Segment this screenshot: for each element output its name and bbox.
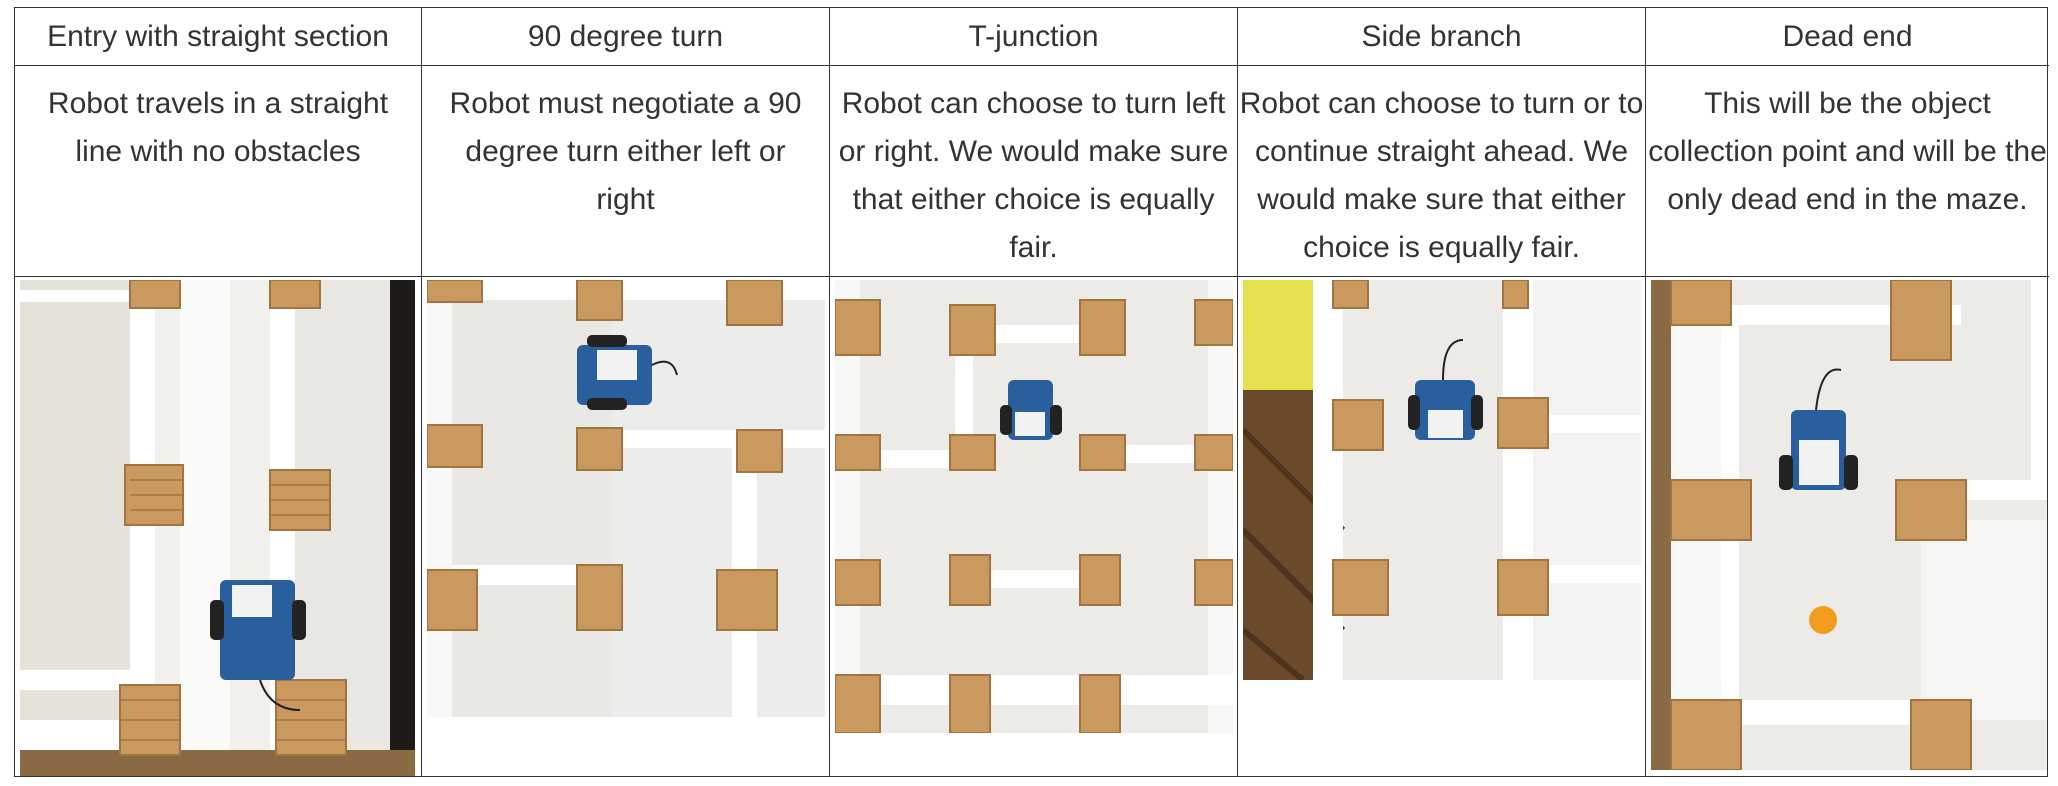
description-cell: Robot must negotiate a 90 degree turn ei… (422, 66, 829, 277)
maze-photo-straight (20, 280, 415, 776)
photo-side-branch-image (1243, 280, 1641, 680)
description-cell: Robot travels in a straight line with no… (15, 66, 421, 277)
column-entry-straight: Entry with straight section Robot travel… (15, 8, 421, 776)
header-cell: Dead end (1646, 8, 2049, 66)
header-cell: Side branch (1238, 8, 1645, 66)
column-t-junction: T-junction Robot can choose to turn left… (829, 8, 1237, 776)
photo-t-junction-image (835, 280, 1233, 733)
maze-photo-90-turn (427, 280, 825, 717)
header-cell: Entry with straight section (15, 8, 421, 66)
photo-dead-end-image (1651, 280, 2047, 770)
description-cell: Robot can choose to turn or to continue … (1238, 66, 1645, 277)
photo-straight-image (20, 280, 415, 776)
column-90-degree-turn: 90 degree turn Robot must negotiate a 90… (421, 8, 829, 776)
maze-sections-table: Entry with straight section Robot travel… (14, 7, 2049, 777)
maze-photo-side-branch (1243, 280, 1641, 680)
description-cell: This will be the object collection point… (1646, 66, 2049, 277)
column-dead-end: Dead end This will be the object collect… (1645, 8, 2049, 776)
column-side-branch: Side branch Robot can choose to turn or … (1237, 8, 1645, 776)
header-cell: 90 degree turn (422, 8, 829, 66)
description-cell: Robot can choose to turn left or right. … (830, 66, 1237, 277)
photo-90-turn-image (427, 280, 825, 717)
header-cell: T-junction (830, 8, 1237, 66)
maze-photo-dead-end (1651, 280, 2047, 770)
maze-photo-t-junction (835, 280, 1233, 733)
